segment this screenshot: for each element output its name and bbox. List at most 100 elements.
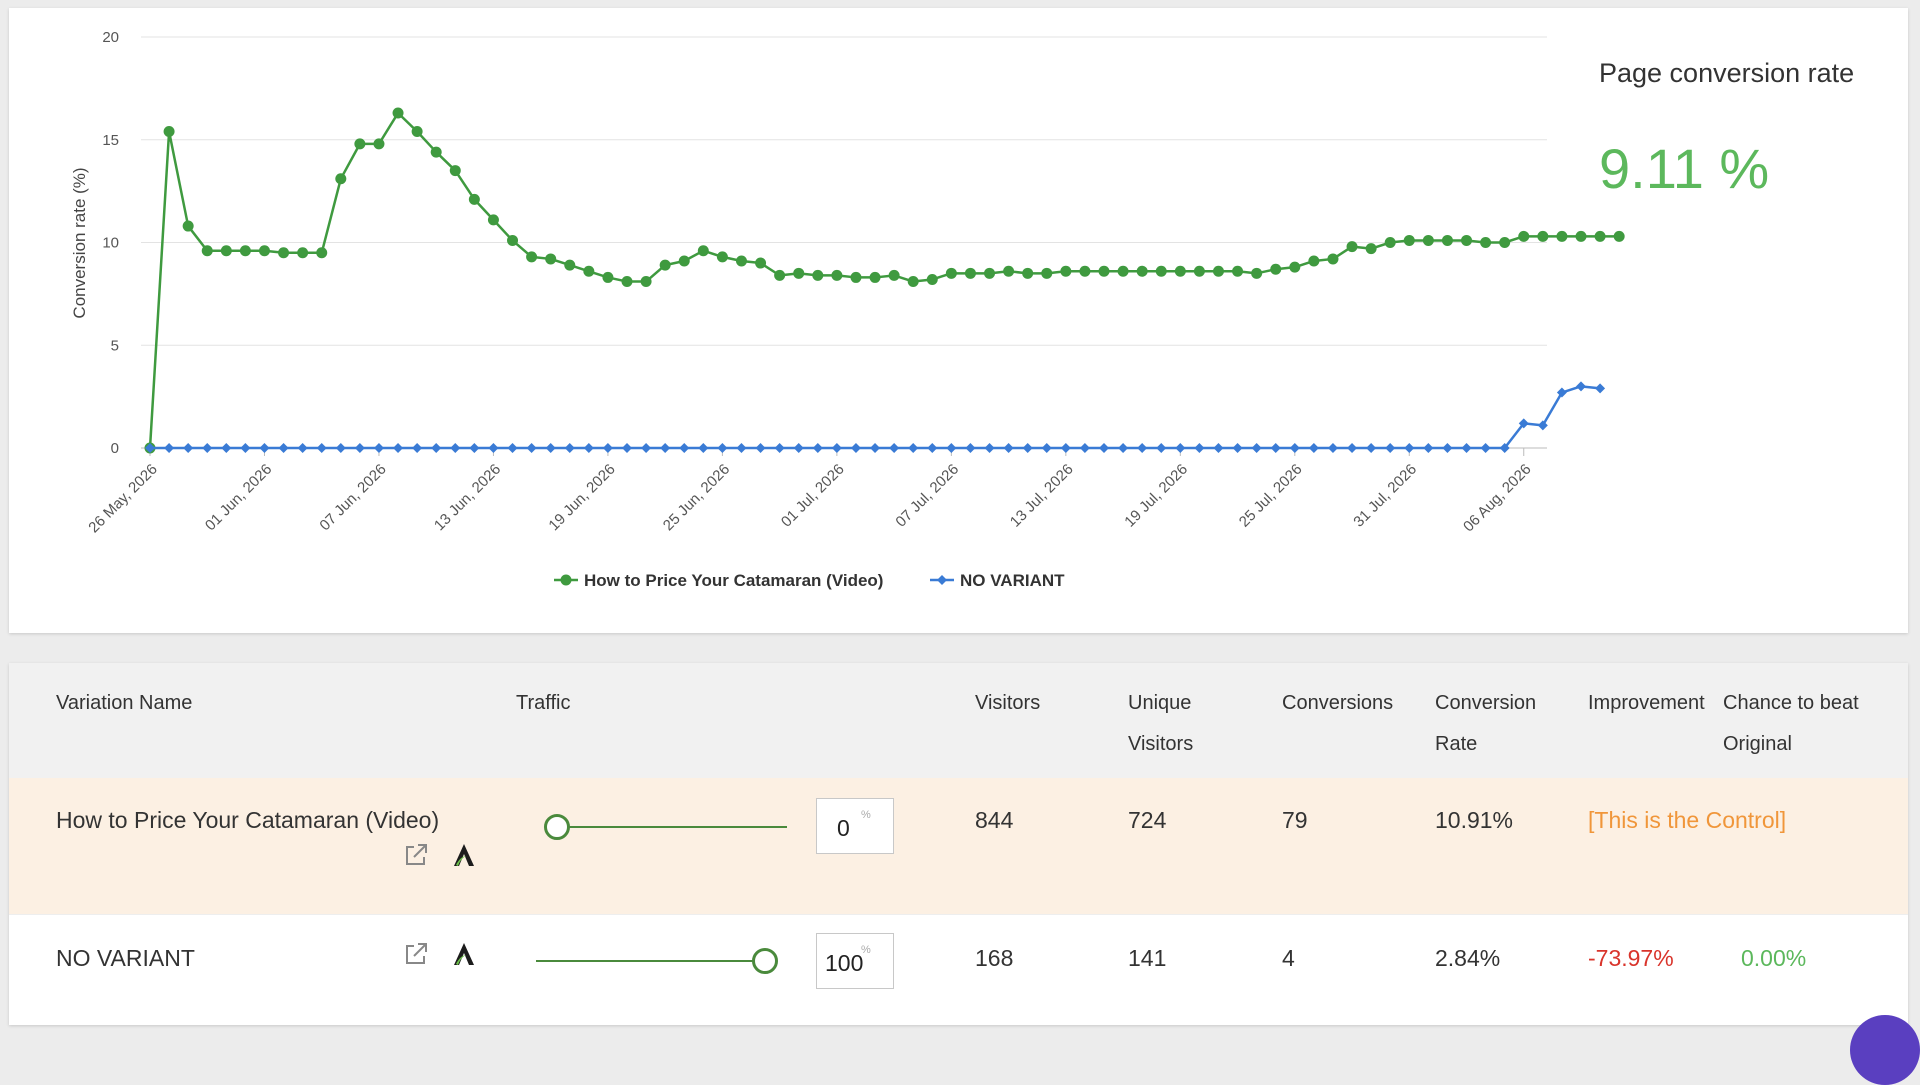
header-chance-line2: Original: [1723, 733, 1792, 755]
conversion-rate-value: 10.91%: [1435, 807, 1514, 833]
data-point: [984, 267, 996, 279]
chat-launcher-button[interactable]: [1850, 1015, 1920, 1085]
data-point: [526, 443, 537, 453]
data-point: [621, 276, 633, 288]
data-point: [850, 443, 861, 453]
x-tick-label: 13 Jul, 2026: [1007, 461, 1077, 531]
data-point: [1098, 265, 1110, 277]
data-point: [1041, 267, 1053, 279]
unique-visitors-value: 724: [1128, 807, 1167, 833]
data-point: [1079, 443, 1090, 453]
data-point: [449, 165, 461, 177]
data-point: [965, 443, 976, 453]
data-point: [297, 247, 309, 259]
y-tick-label: 15: [102, 132, 119, 149]
data-point: [964, 267, 976, 279]
data-point: [1595, 383, 1606, 394]
data-point: [183, 443, 194, 453]
data-point: [201, 245, 213, 257]
data-point: [1270, 443, 1281, 453]
data-point: [641, 443, 652, 453]
page-conversion-rate-title: Page conversion rate: [1599, 58, 1855, 88]
data-point: [164, 443, 175, 453]
data-point: [297, 443, 308, 453]
traffic-slider-handle[interactable]: [544, 814, 570, 840]
data-point: [640, 276, 652, 288]
data-point: [1232, 265, 1244, 277]
header-chance-line1: Chance to beat: [1723, 692, 1859, 714]
data-point: [678, 255, 690, 267]
traffic-slider-handle[interactable]: [752, 948, 778, 974]
header-chance-to-beat: Chance to beat Original: [1723, 683, 1859, 765]
data-point: [1193, 265, 1205, 277]
data-point: [259, 443, 270, 453]
data-point: [1041, 443, 1052, 453]
x-tick-label: 26 May, 2026: [85, 461, 161, 537]
data-point: [831, 269, 843, 281]
editor-logo-icon[interactable]: [450, 940, 478, 968]
data-point: [1575, 230, 1587, 242]
header-unique-line1: Unique: [1128, 692, 1192, 714]
data-point: [316, 443, 327, 453]
data-point: [221, 443, 232, 453]
data-point: [1613, 230, 1625, 242]
data-point: [870, 443, 881, 453]
x-tick-label: 25 Jun, 2026: [660, 461, 733, 534]
traffic-slider-track[interactable]: [548, 826, 787, 828]
data-point: [1118, 443, 1129, 453]
data-point: [698, 443, 709, 453]
data-point: [679, 443, 690, 453]
data-point: [431, 443, 442, 453]
external-link-icon[interactable]: [402, 940, 430, 968]
data-point: [1576, 381, 1586, 392]
x-tick-label: 13 Jun, 2026: [431, 461, 504, 534]
data-point: [1423, 443, 1434, 453]
table-row-variant: NO VARIANT 100 % 168 141 4 2.84% -73.97%…: [9, 914, 1908, 1025]
variation-name: How to Price Your Catamaran (Video): [56, 807, 440, 833]
data-point: [1537, 230, 1549, 242]
data-point: [1194, 443, 1205, 453]
header-rate-line1: Conversion: [1435, 692, 1537, 714]
data-point: [1556, 387, 1567, 398]
data-point: [278, 247, 290, 259]
data-point: [1060, 443, 1071, 453]
data-point: [774, 443, 785, 453]
y-tick-label: 20: [102, 29, 119, 46]
external-link-icon[interactable]: [402, 841, 430, 869]
series-line-variant: [150, 385, 1601, 450]
data-point: [1289, 443, 1300, 453]
data-point: [487, 214, 499, 226]
data-point: [220, 245, 232, 257]
legend-marker: [937, 575, 947, 585]
traffic-percent-input[interactable]: 100 %: [816, 933, 894, 989]
data-point: [1099, 443, 1109, 453]
data-point: [1441, 234, 1453, 246]
data-point: [946, 443, 957, 453]
header-conversion-rate: Conversion Rate: [1435, 683, 1536, 765]
editor-logo-icon[interactable]: [450, 841, 478, 869]
data-point: [507, 234, 519, 246]
unique-visitors-value: 141: [1128, 945, 1167, 971]
x-tick-label: 19 Jun, 2026: [545, 461, 618, 534]
header-variation-name: Variation Name: [56, 692, 193, 714]
legend-marker: [560, 574, 572, 586]
traffic-percent-input[interactable]: 0 %: [816, 798, 894, 854]
x-tick-label: 25 Jul, 2026: [1236, 461, 1306, 531]
data-point: [316, 247, 328, 259]
data-point: [488, 443, 499, 453]
data-point: [755, 443, 766, 453]
traffic-slider-track[interactable]: [536, 960, 775, 962]
data-point: [622, 443, 632, 453]
data-point: [278, 443, 289, 453]
data-point: [793, 443, 804, 453]
header-unique-visitors: Unique Visitors: [1128, 683, 1193, 765]
data-point: [1346, 241, 1358, 253]
data-point: [1270, 263, 1282, 275]
data-point: [888, 269, 900, 281]
series-line-control: [148, 111, 1620, 449]
data-point: [163, 126, 175, 138]
x-tick-label: 07 Jun, 2026: [316, 461, 389, 534]
table-row-control: How to Price Your Catamaran (Video) 0 % …: [9, 778, 1908, 914]
data-point: [335, 173, 347, 185]
data-point: [239, 245, 251, 257]
